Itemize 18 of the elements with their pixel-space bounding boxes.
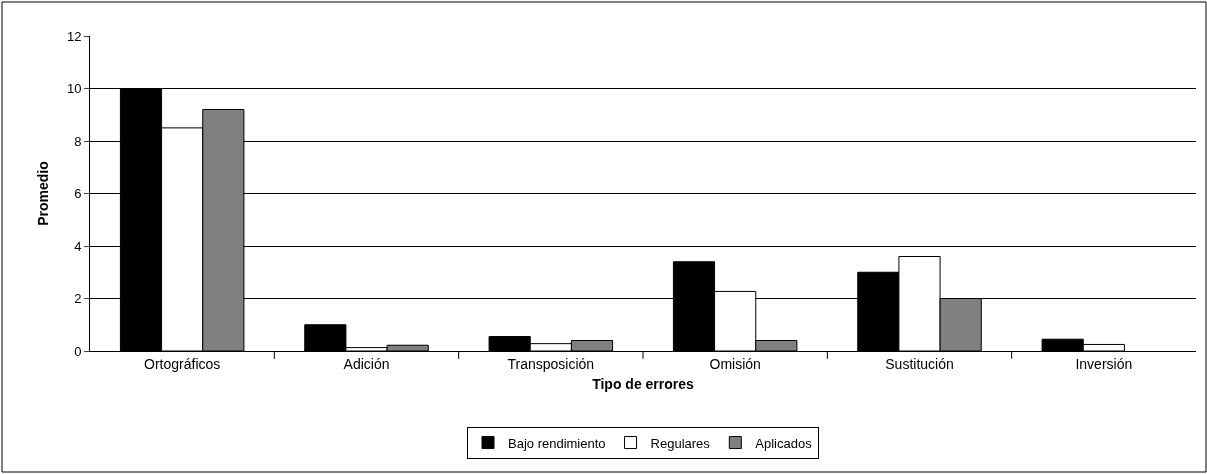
y-tick-label: 6 bbox=[74, 186, 82, 202]
y-tick-label: 12 bbox=[66, 28, 82, 44]
y-tick-label: 8 bbox=[74, 133, 82, 149]
x-tick-label: Inversión bbox=[1075, 355, 1133, 372]
x-axis-title: Tipo de errores bbox=[592, 376, 695, 393]
y-axis-title: Promedio bbox=[34, 161, 51, 226]
y-tick-label: 10 bbox=[66, 81, 82, 97]
y-tick-label: 2 bbox=[74, 291, 82, 307]
y-tick-label: 4 bbox=[74, 238, 82, 254]
legend-label: Regulares bbox=[650, 435, 711, 451]
legend-label: Aplicados bbox=[755, 435, 813, 451]
x-tick-label: Adición bbox=[343, 355, 390, 372]
y-tick-label: 0 bbox=[74, 343, 82, 359]
legend-label: Bajo rendimiento bbox=[508, 435, 606, 451]
x-tick-label: Ortográficos bbox=[144, 355, 221, 372]
x-tick-label: Sustitución bbox=[885, 355, 954, 372]
x-tick-label: Transposición bbox=[507, 355, 595, 372]
x-tick-label: Omisión bbox=[709, 355, 761, 372]
